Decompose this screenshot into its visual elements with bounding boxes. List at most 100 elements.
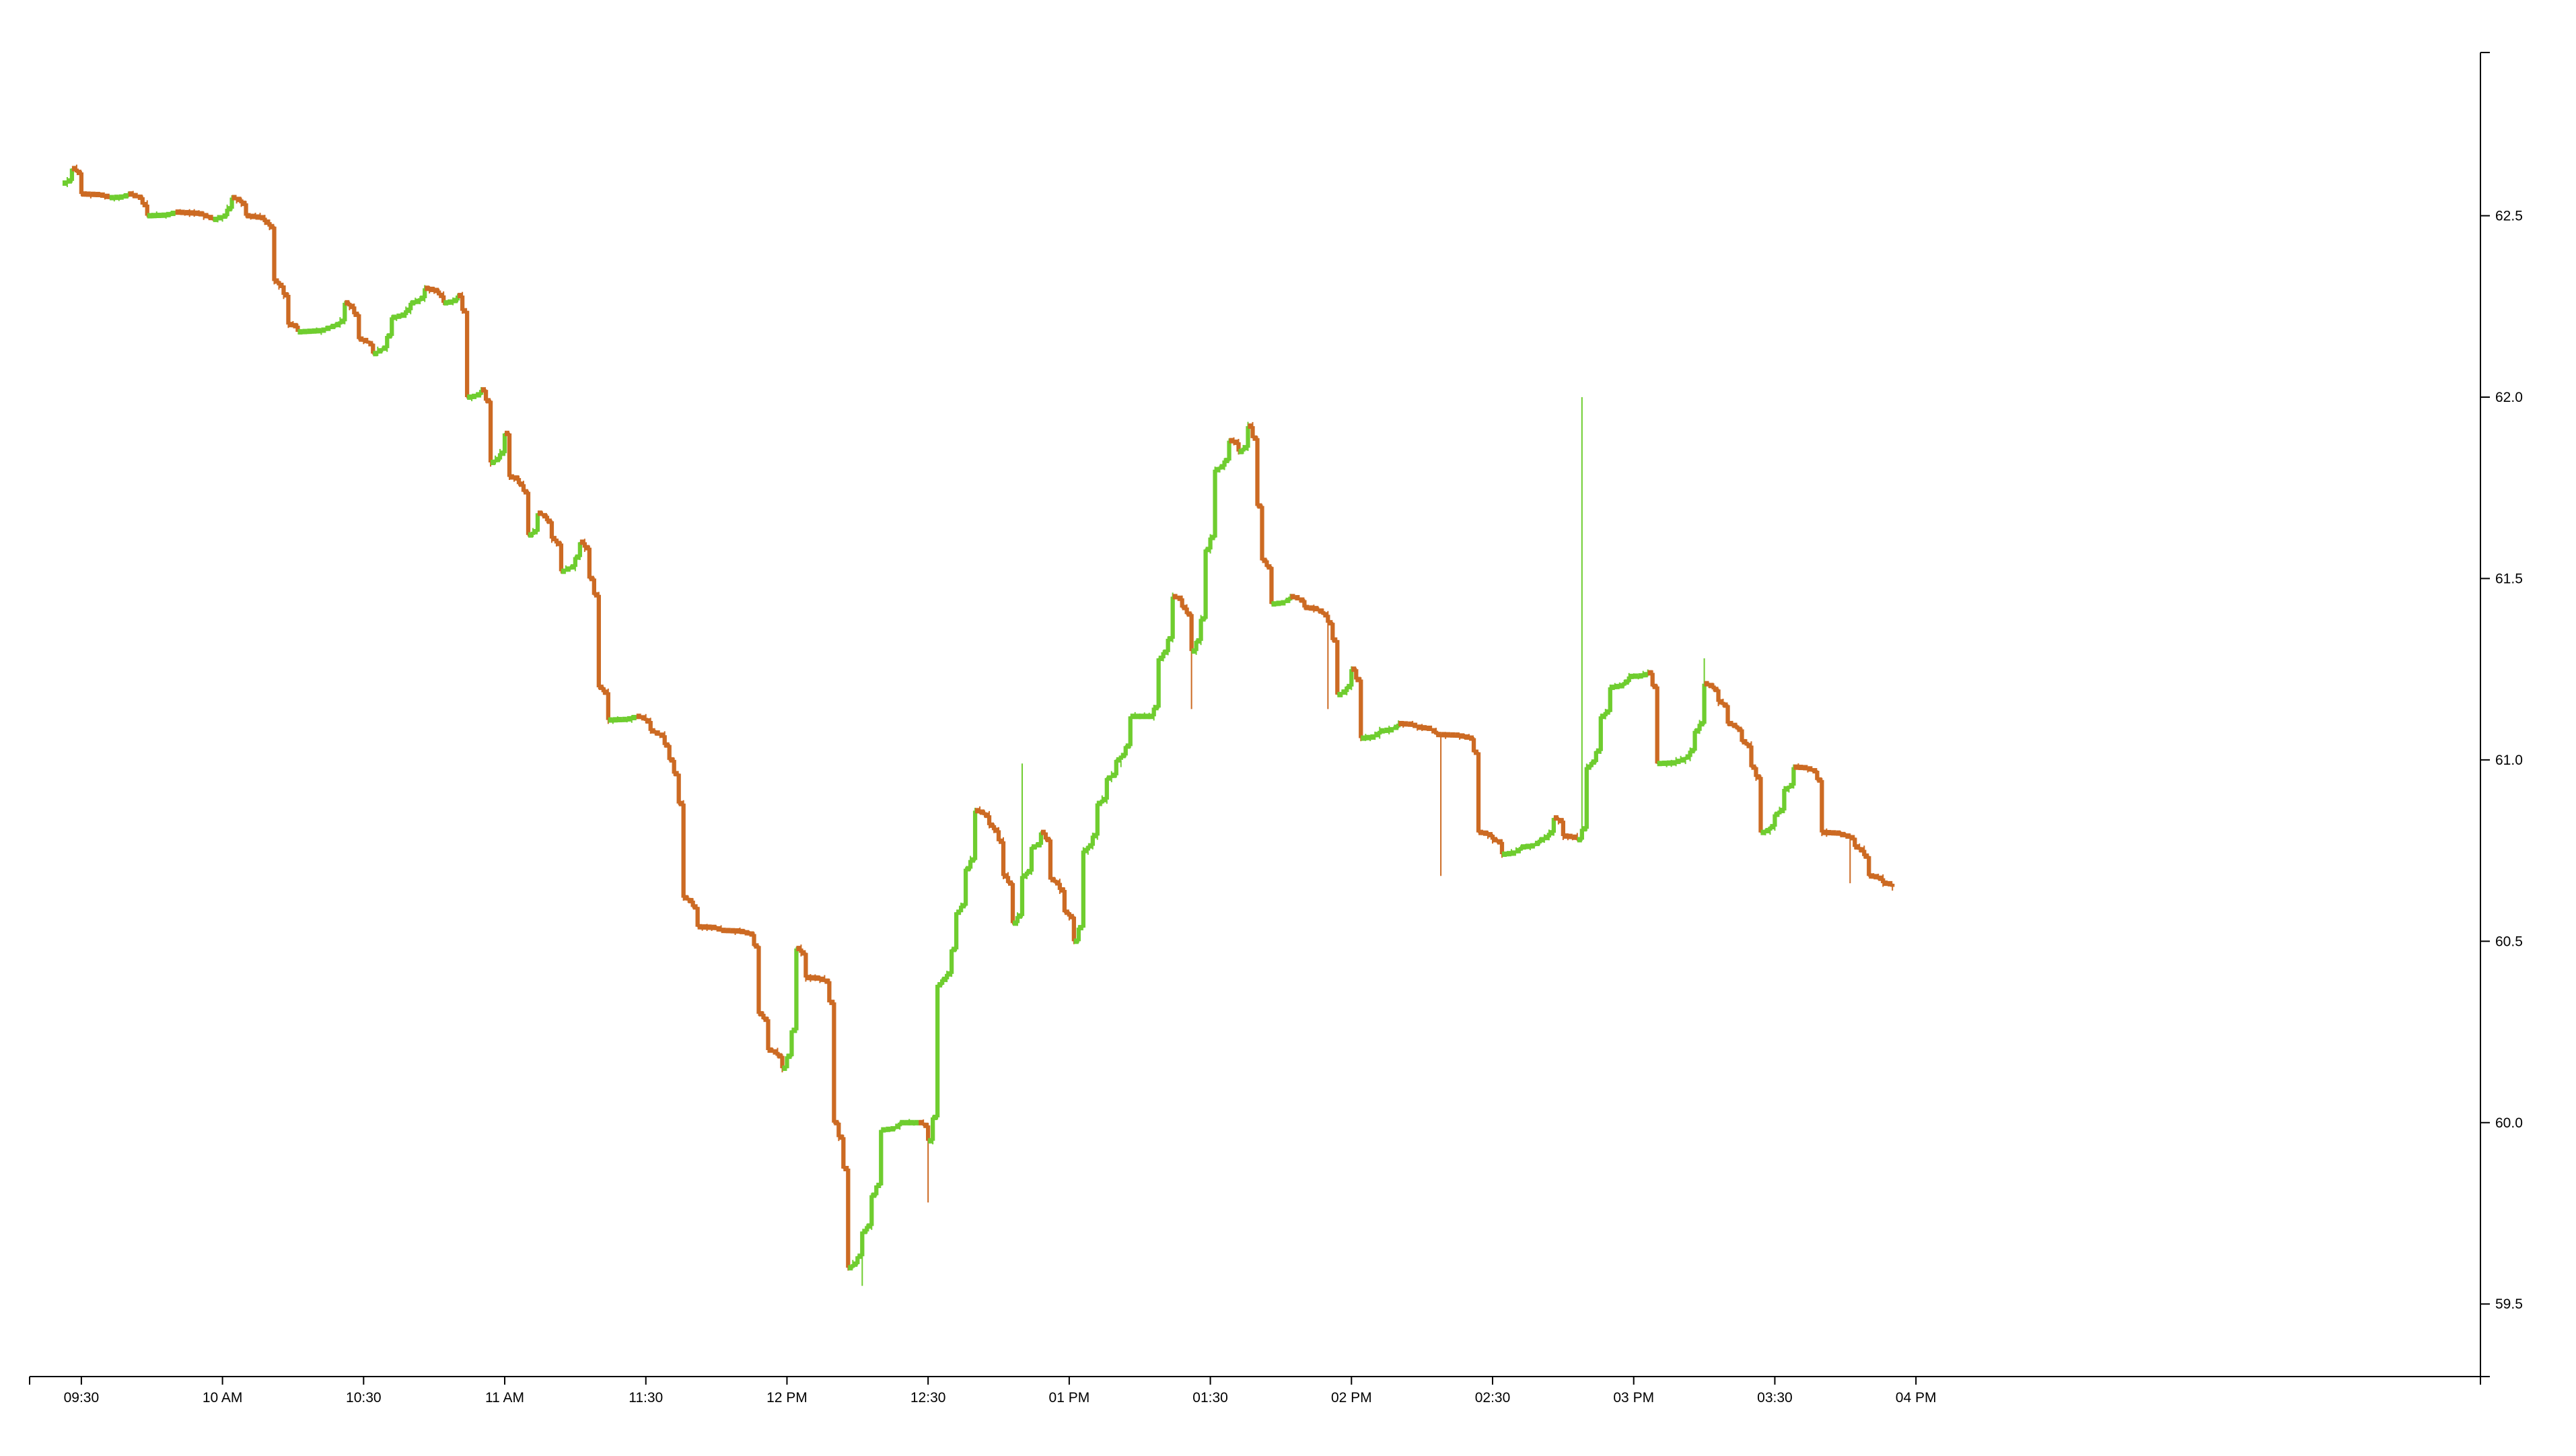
candle-down	[1359, 679, 1363, 738]
candle-down	[987, 815, 992, 825]
candle-down	[832, 1002, 836, 1123]
candle-up	[1015, 915, 1020, 924]
candle-down	[507, 433, 512, 477]
candle-up	[390, 317, 394, 337]
candle-down	[606, 692, 610, 720]
candle-down	[1043, 832, 1048, 840]
candle-down	[846, 1169, 851, 1268]
candle-up	[939, 979, 945, 985]
candle-down	[1269, 567, 1274, 604]
candle-up	[1594, 751, 1598, 763]
candle-down	[676, 773, 681, 804]
candle-down	[1655, 686, 1659, 764]
candle-down	[1499, 841, 1505, 854]
candle-down	[1326, 615, 1330, 623]
candle-up	[860, 1231, 865, 1257]
y-tick-label: 62.5	[2495, 209, 2523, 224]
candle-up	[958, 905, 964, 913]
candle-down	[1725, 705, 1730, 724]
candle-down	[695, 907, 700, 927]
candle-down	[1062, 890, 1067, 913]
candle-down	[756, 946, 761, 1014]
y-tick-label: 62.0	[2495, 390, 2523, 405]
candle-down	[596, 594, 601, 688]
candle-up	[949, 949, 954, 974]
candle-down	[441, 295, 446, 303]
candle-up	[1076, 928, 1081, 942]
candle-up	[1029, 847, 1034, 872]
candle-down	[1867, 856, 1871, 876]
candle-up	[1227, 440, 1231, 461]
candle-up	[963, 868, 968, 906]
candle-down	[544, 516, 550, 522]
candle-up	[497, 453, 503, 460]
candle-down	[1264, 560, 1269, 567]
candle-down	[1260, 506, 1264, 561]
candle-down	[766, 1019, 771, 1050]
candle-up	[1584, 767, 1589, 829]
candle-up	[1203, 549, 1208, 619]
candle-down	[1189, 614, 1194, 652]
candle-up	[1095, 803, 1100, 836]
candle-down	[926, 1125, 931, 1141]
candle-down	[549, 521, 554, 539]
candle-up	[1208, 537, 1213, 550]
candle-down	[1749, 745, 1754, 767]
candle-up	[1128, 716, 1133, 747]
candle-down	[803, 952, 808, 978]
candle-down	[1471, 738, 1476, 753]
x-tick-label: 01:30	[1192, 1390, 1228, 1406]
candle-up	[1194, 641, 1198, 652]
candle-down	[1071, 916, 1077, 942]
candle-down	[1820, 779, 1824, 833]
x-tick-label: 10:30	[346, 1390, 382, 1406]
candle-up	[879, 1130, 884, 1185]
candle-up	[1608, 687, 1612, 712]
x-tick-label: 01 PM	[1049, 1390, 1090, 1406]
x-tick-label: 11 AM	[485, 1390, 524, 1406]
candle-down	[1010, 882, 1015, 924]
candle-up	[935, 984, 940, 1117]
candle-up	[972, 810, 978, 860]
candle-down	[1853, 837, 1857, 847]
candle-up	[794, 948, 799, 1031]
candle-up	[789, 1030, 794, 1057]
candle-down	[1255, 438, 1260, 506]
candle-up	[1170, 596, 1175, 639]
candle-up	[1090, 835, 1095, 846]
x-tick-label: 09:30	[64, 1390, 100, 1406]
candle-down	[272, 226, 277, 281]
candle-up	[423, 288, 427, 299]
candle-down	[357, 314, 361, 339]
candle-down	[1330, 623, 1335, 640]
candle-down	[1001, 841, 1006, 876]
candle-down	[690, 900, 695, 907]
candle-up	[1151, 707, 1156, 717]
candle-up	[1104, 777, 1109, 800]
candle-down	[1335, 639, 1340, 695]
candle-up	[968, 860, 973, 869]
candle-down	[79, 172, 84, 195]
candle-down	[1476, 752, 1481, 833]
candle-down	[672, 759, 676, 774]
candle-up	[1598, 716, 1603, 751]
candle-up	[1222, 460, 1227, 467]
candle-down	[460, 296, 465, 311]
candle-down	[1005, 876, 1011, 883]
candle-up	[1166, 638, 1170, 652]
candle-down	[592, 578, 596, 595]
candle-down	[526, 491, 531, 535]
candle-up	[343, 302, 347, 322]
candle-down	[1057, 882, 1063, 891]
candle-down	[582, 542, 587, 548]
candle-down	[662, 735, 667, 745]
candle-up	[785, 1056, 789, 1068]
candle-down	[752, 934, 756, 946]
candle-down	[1650, 672, 1655, 687]
candle-up	[385, 336, 390, 349]
candle-up	[855, 1256, 860, 1264]
candle-down	[1758, 777, 1763, 833]
candle-up	[535, 513, 540, 532]
candle-up	[865, 1226, 869, 1232]
